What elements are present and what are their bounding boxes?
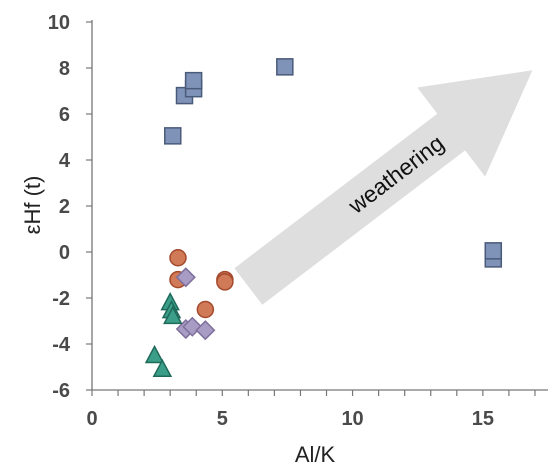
triangle-point [144, 344, 165, 364]
circle-point [216, 273, 234, 291]
x-tick-label: 10 [341, 408, 363, 430]
square-point [164, 127, 182, 145]
y-tick-label: 10 [48, 12, 70, 34]
circle-point [169, 249, 187, 267]
data-points [144, 58, 503, 378]
square-point [276, 58, 294, 76]
triangle-point [152, 358, 173, 378]
triangle-point [163, 305, 183, 325]
y-tick-label: -6 [52, 380, 70, 402]
y-tick-label: 4 [59, 150, 71, 172]
y-tick-label: 8 [59, 58, 70, 80]
y-tick-label: -4 [52, 334, 71, 356]
square-point [184, 71, 203, 90]
y-tick-label: 2 [59, 196, 70, 218]
x-tick-label: 0 [86, 408, 97, 430]
weathering-arrow [234, 70, 533, 305]
square-point [484, 242, 503, 260]
y-axis-label: εHf (t) [20, 176, 45, 235]
y-tick-label: -2 [52, 288, 70, 310]
x-tick-label: 5 [217, 408, 228, 430]
y-tick-label: 0 [59, 242, 70, 264]
x-tick-label: 15 [472, 408, 494, 430]
axes: -6 -4 -2 0 2 4 6 8 10 0 5 10 15 [48, 12, 548, 430]
annotation-layer: weathering [234, 70, 533, 305]
diamond-point [175, 267, 196, 288]
diamond-point [195, 320, 216, 341]
circle-point [196, 300, 215, 319]
y-tick-label: 6 [59, 104, 70, 126]
x-axis-label: Al/K [295, 442, 336, 466]
